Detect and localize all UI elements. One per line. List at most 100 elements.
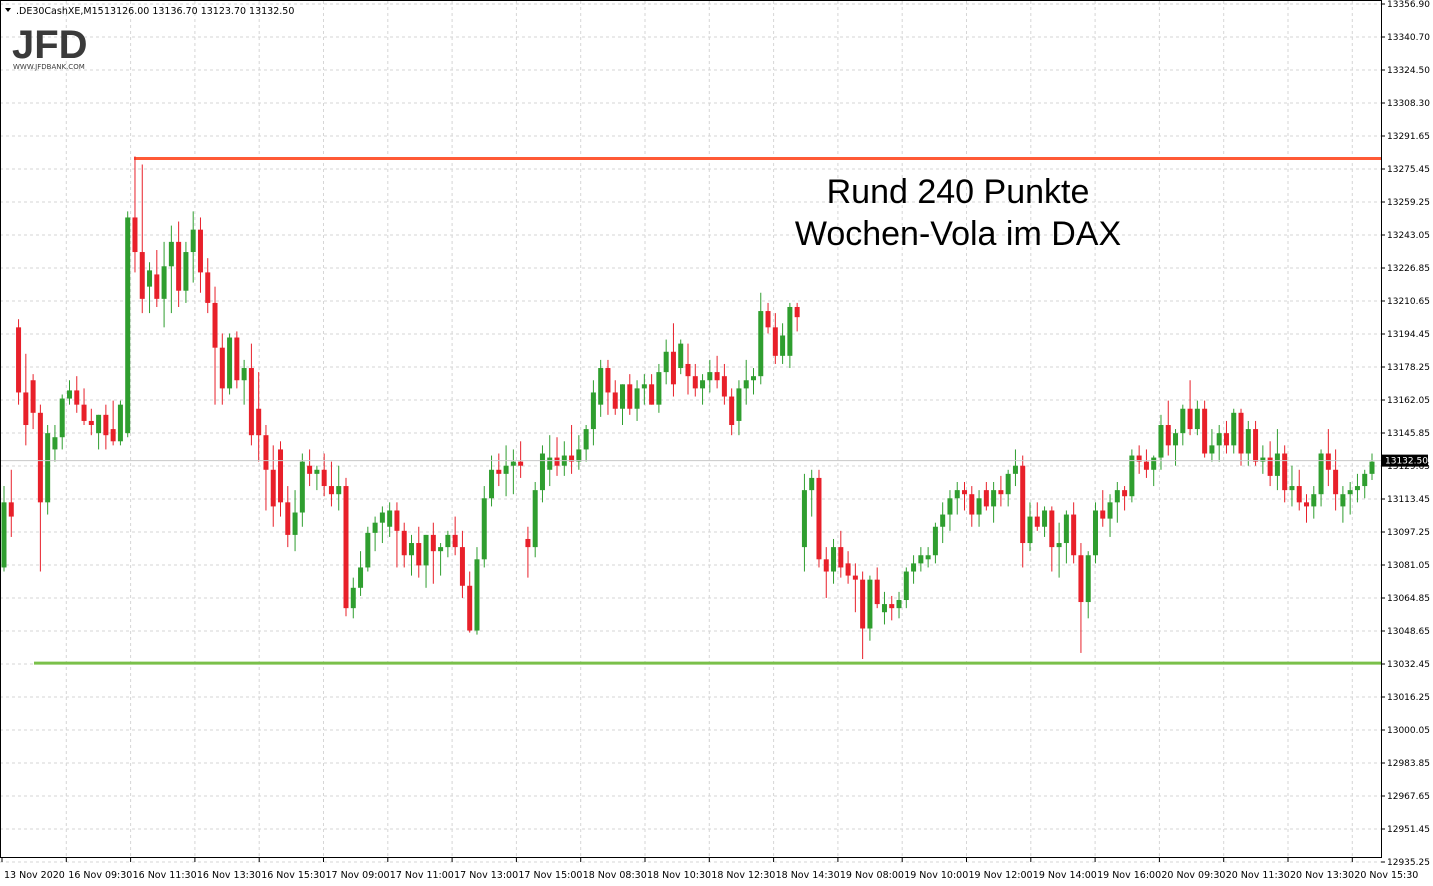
candle-body	[983, 490, 989, 507]
candle-body	[1020, 465, 1026, 544]
candle-body	[1216, 433, 1222, 446]
candle-body	[343, 486, 349, 609]
candle-body	[539, 453, 545, 491]
candle-body	[801, 490, 807, 548]
y-tick-label: 13097.25	[1387, 528, 1430, 538]
x-tick-label: 19 Nov 16:00	[1097, 870, 1161, 881]
candle-body	[256, 408, 262, 436]
candle-body	[641, 384, 647, 389]
candle-body	[1107, 502, 1113, 519]
candle-body	[852, 575, 858, 580]
candle-body	[1122, 490, 1128, 497]
candle-body	[1333, 469, 1339, 495]
y-tick-label: 13243.05	[1387, 231, 1430, 241]
grid	[0, 1, 1381, 863]
candle-body	[510, 461, 516, 466]
candle-body	[30, 380, 36, 413]
candle-body	[627, 384, 633, 409]
candle-body	[1151, 457, 1157, 470]
candle-body	[598, 368, 604, 405]
candle-body	[1005, 473, 1011, 495]
candle-body	[1369, 461, 1375, 474]
candle-body	[350, 587, 356, 609]
candle-body	[1078, 555, 1084, 603]
candle-body	[976, 498, 982, 515]
candle-body	[736, 388, 742, 421]
candle-body	[1304, 502, 1310, 507]
candle-body	[867, 579, 873, 629]
candle-body	[263, 435, 269, 470]
x-tick-label: 20 Nov 13:30	[1290, 870, 1354, 881]
y-tick-label: 13129.65	[1387, 462, 1430, 472]
candle-body	[969, 494, 975, 515]
candle-body	[765, 311, 771, 328]
x-tick-label: 16 Nov 09:30	[68, 870, 132, 881]
candle-body	[721, 376, 727, 397]
candle-body	[743, 380, 749, 389]
candle-body	[66, 390, 72, 399]
candle-body	[481, 498, 487, 560]
candle-body	[197, 229, 203, 273]
y-tick-label: 12967.65	[1387, 792, 1430, 802]
x-tick-label: 17 Nov 15:00	[518, 870, 582, 881]
x-tick-label: 16 Nov 11:30	[133, 870, 197, 881]
candle-body	[372, 522, 378, 533]
candle-body	[678, 343, 684, 369]
candle-body	[52, 437, 58, 450]
candle-body	[1340, 494, 1346, 507]
y-tick-label: 13113.45	[1387, 495, 1430, 505]
y-tick-label: 13000.05	[1387, 726, 1430, 736]
y-tick-label: 12983.85	[1387, 759, 1430, 769]
y-tick-label: 12935.25	[1387, 858, 1430, 868]
candle-body	[1296, 486, 1302, 503]
ohlc-readout: 13126.00 13136.70 13123.70 13132.50	[104, 6, 294, 17]
candle-body	[16, 327, 22, 393]
jfd-logo: JFD WWW.JFDBANK.COM	[12, 23, 88, 71]
candle-body	[81, 404, 87, 421]
y-tick-label: 12951.45	[1387, 825, 1430, 835]
candle-body	[88, 420, 94, 426]
candle-body	[1042, 510, 1048, 527]
candle-body	[605, 368, 611, 393]
candle-body	[227, 337, 233, 389]
x-tick-label: 20 Nov 15:30	[1354, 870, 1418, 881]
candle-body	[750, 376, 756, 381]
candle-body	[1187, 408, 1193, 430]
candle-body	[1034, 516, 1040, 527]
candle-body	[1158, 425, 1164, 458]
y-tick-label: 13308.30	[1387, 99, 1430, 109]
y-tick-label: 13081.05	[1387, 561, 1430, 571]
candle-body	[1289, 486, 1295, 491]
candle-body	[1173, 433, 1179, 446]
candle-body	[1223, 433, 1229, 446]
candle-body	[670, 351, 676, 385]
candle-body	[940, 514, 946, 527]
candle-body	[234, 337, 240, 381]
candle-body	[1085, 555, 1091, 603]
candle-body	[656, 372, 662, 405]
candle-body	[518, 461, 524, 466]
x-tick-label: 18 Nov 10:30	[647, 870, 711, 881]
candle-body	[474, 559, 480, 631]
candle-body	[408, 543, 414, 556]
candle-body	[328, 486, 334, 495]
candle-body	[1267, 457, 1273, 476]
chart-header: .DE30CashXE,M15 13126.00 13136.70 13123.…	[5, 6, 294, 17]
candle-body	[1354, 486, 1360, 491]
candle-body	[387, 510, 393, 527]
candle-body	[23, 392, 29, 426]
candle-body	[918, 555, 924, 564]
candle-body	[496, 469, 502, 474]
y-axis: 13356.90 13340.70 13324.50 13308.30 13291.65…	[1381, 0, 1430, 868]
candle-body	[241, 368, 247, 381]
x-tick-label: 18 Nov 12:30	[711, 870, 775, 881]
dropdown-triangle-icon[interactable]	[5, 8, 11, 12]
candle-body	[692, 376, 698, 389]
candle-body	[1347, 490, 1353, 495]
candle-body	[903, 571, 909, 601]
candle-body	[117, 404, 123, 442]
x-tick-label: 19 Nov 08:00	[840, 870, 904, 881]
candle-body	[729, 396, 735, 426]
candle-body	[183, 252, 189, 291]
y-tick-label: 13210.65	[1387, 297, 1430, 307]
